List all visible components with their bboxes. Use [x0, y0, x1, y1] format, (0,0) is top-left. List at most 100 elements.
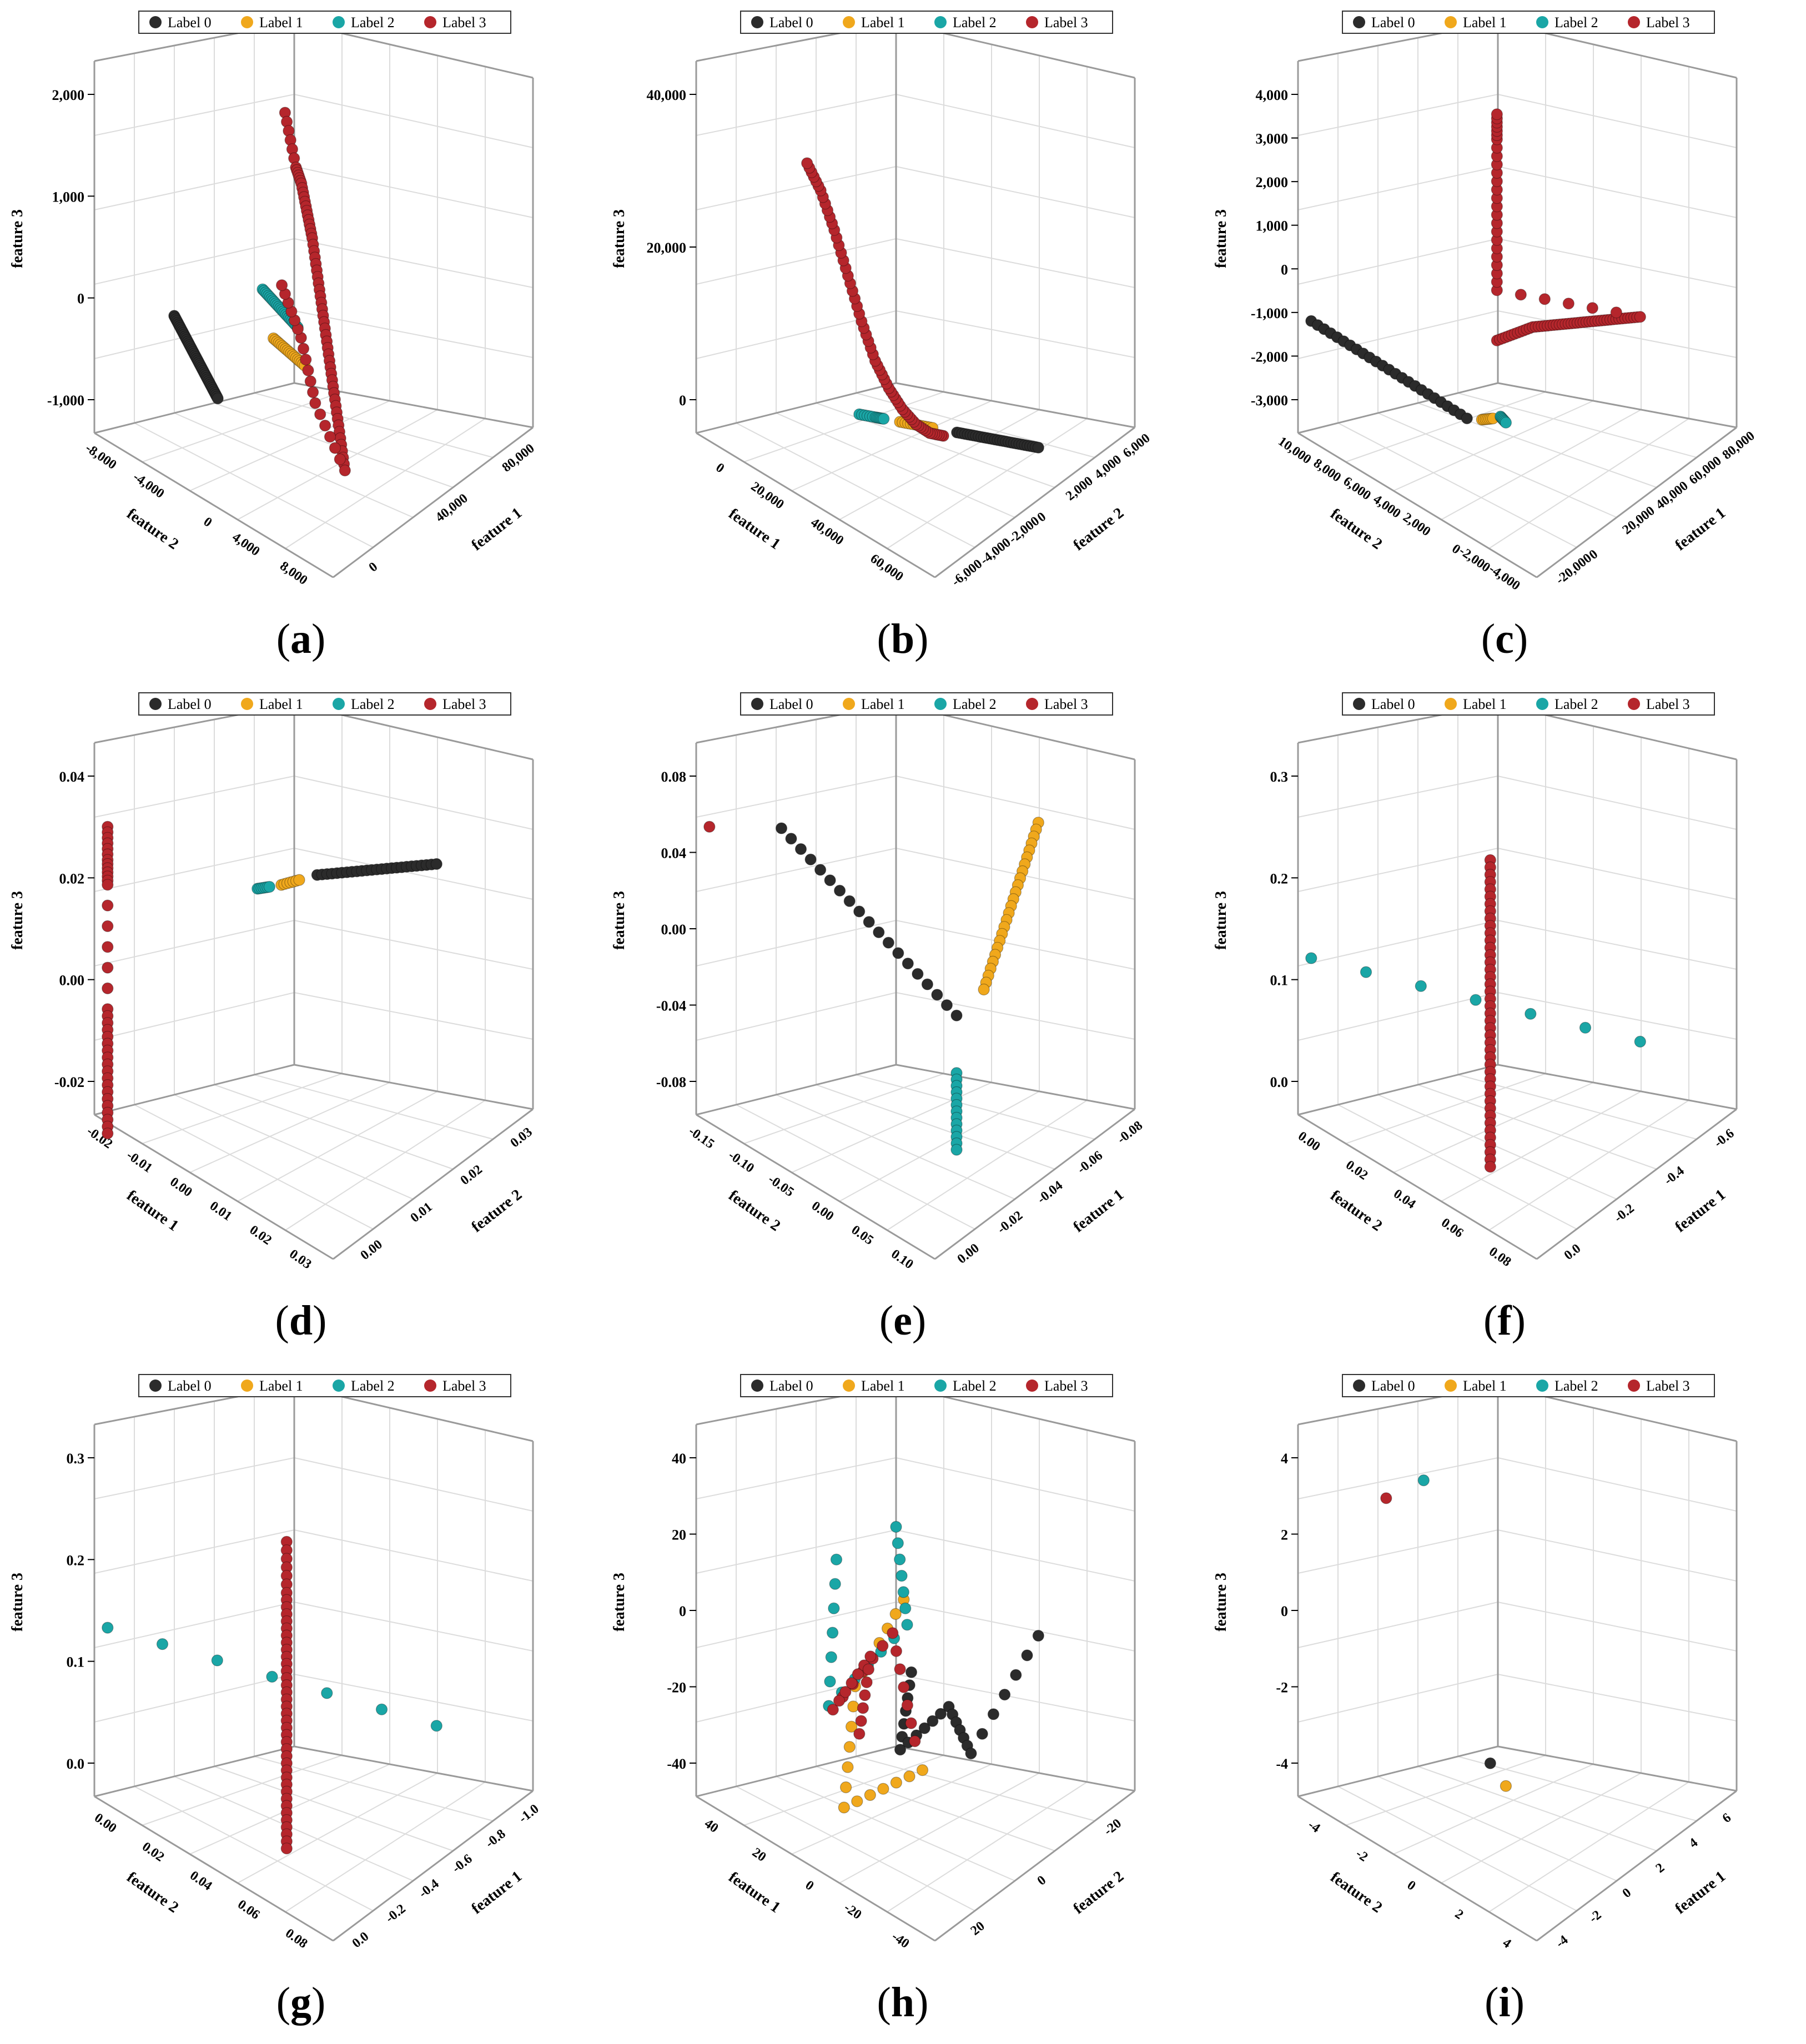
point-label-0	[918, 1722, 930, 1734]
point-label-3	[877, 1640, 889, 1652]
point-label-3	[314, 408, 326, 420]
point-label-2	[1634, 1035, 1646, 1048]
z-axis-label: feature 3	[1213, 209, 1230, 268]
point-label-0	[804, 853, 817, 865]
right-floor-tick-label: 0.01	[408, 1200, 435, 1225]
right-floor-axis-label: feature 2	[1070, 504, 1127, 554]
left-floor-tick-label: 4,000	[1370, 492, 1403, 521]
point-label-3	[324, 431, 336, 443]
point-label-2	[830, 1553, 843, 1565]
legend-label: Label 3	[1044, 1378, 1088, 1394]
point-label-3	[306, 386, 319, 399]
point-label-3	[1634, 311, 1646, 323]
right-floor-tick-label: 0	[366, 560, 380, 575]
z-axis-label: feature 3	[9, 209, 26, 268]
point-label-2	[828, 1602, 840, 1614]
point-label-0	[965, 1747, 977, 1760]
z-tick-label: 0	[679, 1603, 686, 1619]
legend-marker-1	[843, 1380, 855, 1392]
panel-e: 0.08 0.04 0.00 -0.04 -0.08 feature 3 -0.15 -0.1…	[611, 692, 1145, 1272]
left-floor-axis-label: feature 2	[124, 1869, 182, 1916]
point-label-3	[853, 1728, 866, 1740]
legend-label: Label 2	[351, 696, 395, 712]
legend: Label 0 Label 1 Label 2 Label 3	[740, 11, 1113, 34]
legend-marker-0	[149, 1380, 162, 1392]
legend-marker-1	[1445, 698, 1457, 710]
z-tick-label: 0.3	[1270, 769, 1289, 785]
legend-label: Label 0	[769, 1378, 813, 1394]
legend-marker-2	[333, 16, 345, 28]
left-floor-tick-label: 0.00	[1295, 1129, 1322, 1154]
panel-caption-b: (b)	[877, 616, 929, 662]
point-label-2	[1470, 994, 1482, 1006]
point-label-0	[1461, 412, 1473, 425]
point-label-2	[430, 1720, 442, 1732]
legend-marker-3	[1026, 16, 1038, 28]
point-label-0	[1010, 1669, 1022, 1681]
left-floor-tick-label: -0.01	[124, 1148, 155, 1176]
point-label-3	[329, 442, 341, 454]
point-label-1	[851, 1795, 863, 1808]
panel-f: 0.3 0.2 0.1 0.0 feature 3 0.00 0.02 0.04 0.06 0.0…	[1213, 692, 1738, 1270]
point-label-1	[877, 1783, 889, 1795]
right-floor-tick-label: 0	[1035, 1873, 1049, 1889]
point-label-3	[1491, 108, 1503, 120]
right-floor-tick-label: -6,000	[949, 557, 985, 590]
legend-marker-2	[934, 16, 947, 28]
point-label-1	[847, 1700, 859, 1713]
panel-g: 0.3 0.2 0.1 0.0 feature 3 0.00 0.02 0.04 0.06 0.0…	[9, 1374, 542, 1951]
point-label-0	[863, 916, 875, 928]
legend-label: Label 0	[1371, 696, 1415, 712]
right-floor-tick-label: -2	[1587, 1907, 1604, 1926]
legend-marker-3	[424, 1380, 436, 1392]
panel-caption-a: (a)	[276, 616, 326, 662]
point-label-3	[304, 375, 316, 387]
left-floor-tick-label: -20	[841, 1900, 864, 1922]
point-label-2	[829, 1578, 841, 1590]
panel-caption-i: (i)	[1485, 1979, 1525, 2026]
panel-caption-g: (g)	[276, 1979, 326, 2026]
point-label-1	[903, 1770, 915, 1783]
legend-marker-0	[751, 698, 763, 710]
point-label-3	[1380, 1492, 1392, 1504]
legend-marker-0	[149, 698, 162, 710]
legend-label: Label 1	[259, 1378, 303, 1394]
left-floor-tick-label: -2	[1353, 1846, 1370, 1865]
point-label-3	[801, 157, 813, 169]
point-label-3	[334, 453, 346, 465]
axes-frame	[1297, 1385, 1738, 1942]
left-floor-tick-label: -40	[889, 1929, 912, 1951]
point-label-3	[280, 1842, 293, 1855]
point-label-1	[293, 874, 305, 886]
right-floor-tick-label: -0.4	[416, 1876, 442, 1901]
z-tick-label: 20,000	[647, 240, 687, 256]
data-points	[168, 107, 351, 477]
legend-label: Label 0	[168, 14, 212, 31]
legend-label: Label 3	[1646, 1378, 1690, 1394]
point-label-2	[1525, 1008, 1537, 1020]
right-floor-tick-label: 2	[1653, 1860, 1667, 1876]
point-label-2	[890, 1521, 902, 1533]
left-floor-tick-label: 0.06	[235, 1897, 262, 1922]
point-label-2	[321, 1687, 333, 1699]
legend-label: Label 1	[259, 14, 303, 31]
point-label-3	[890, 1645, 903, 1657]
right-floor-tick-label: -0.2	[1612, 1201, 1637, 1226]
legend-marker-0	[1353, 698, 1365, 710]
right-floor-tick-label: 0	[1620, 1885, 1634, 1901]
right-floor-tick-label: 20	[968, 1919, 988, 1938]
legend-marker-3	[1628, 698, 1640, 710]
point-label-3	[339, 464, 351, 477]
point-label-3	[898, 1681, 910, 1693]
z-tick-label: 0	[1281, 261, 1288, 278]
z-tick-label: 0.0	[1270, 1074, 1289, 1090]
point-label-0	[794, 843, 807, 855]
legend-marker-3	[424, 16, 436, 28]
point-label-2	[1417, 1474, 1430, 1487]
left-floor-tick-label: 40	[702, 1816, 721, 1836]
legend-marker-3	[1026, 1380, 1038, 1392]
legend-label: Label 2	[953, 14, 997, 31]
left-floor-tick-label: 0	[803, 1878, 817, 1894]
legend: Label 0 Label 1 Label 2 Label 3	[1342, 11, 1715, 34]
data-points	[102, 1535, 442, 1855]
